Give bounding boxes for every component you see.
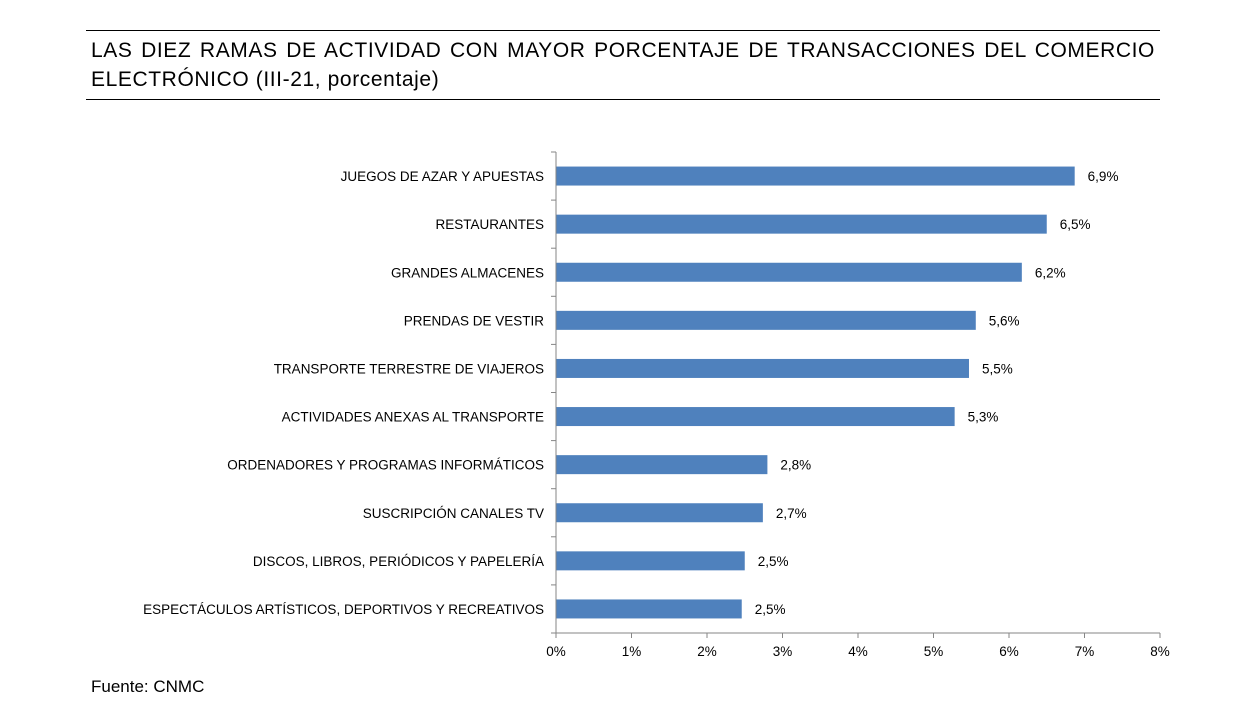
data-label: 5,3% — [968, 410, 999, 425]
bar — [556, 262, 1022, 282]
data-label: 2,8% — [780, 458, 811, 473]
bar — [556, 599, 742, 619]
x-tick-label: 2% — [697, 644, 717, 659]
source-note: Fuente: CNMC — [91, 677, 205, 696]
category-label: RESTAURANTES — [435, 217, 544, 232]
data-label: 5,6% — [989, 313, 1020, 328]
bar — [556, 358, 969, 378]
chart-title-block: LAS DIEZ RAMAS DE ACTIVIDAD CON MAYOR PO… — [86, 30, 1160, 100]
data-label: 6,5% — [1060, 217, 1091, 232]
category-label: TRANSPORTE TERRESTRE DE VIAJEROS — [274, 361, 544, 376]
category-label: ORDENADORES Y PROGRAMAS INFORMÁTICOS — [227, 458, 544, 473]
x-tick-label: 5% — [924, 644, 944, 659]
x-tick-label: 3% — [773, 644, 793, 659]
category-label: SUSCRIPCIÓN CANALES TV — [363, 506, 544, 521]
data-label: 2,7% — [776, 506, 807, 521]
bar — [556, 214, 1047, 234]
category-label: ESPECTÁCULOS ARTÍSTICOS, DEPORTIVOS Y RE… — [143, 602, 544, 617]
bar — [556, 455, 768, 475]
category-label: ACTIVIDADES ANEXAS AL TRANSPORTE — [282, 410, 544, 425]
x-tick-label: 0% — [546, 644, 566, 659]
data-label: 6,2% — [1035, 265, 1066, 280]
bar — [556, 166, 1075, 186]
category-label: GRANDES ALMACENES — [391, 265, 544, 280]
data-label: 5,5% — [982, 361, 1013, 376]
x-tick-label: 7% — [1075, 644, 1095, 659]
x-tick-label: 6% — [999, 644, 1019, 659]
bar — [556, 407, 955, 427]
x-tick-label: 1% — [622, 644, 642, 659]
data-label: 6,9% — [1088, 169, 1119, 184]
bar — [556, 310, 976, 330]
x-tick-label: 8% — [1150, 644, 1170, 659]
x-tick-label: 4% — [848, 644, 868, 659]
category-label: PRENDAS DE VESTIR — [404, 313, 545, 328]
chart-title: LAS DIEZ RAMAS DE ACTIVIDAD CON MAYOR PO… — [91, 39, 1155, 91]
bar — [556, 503, 763, 523]
data-label: 2,5% — [758, 554, 789, 569]
category-label: DISCOS, LIBROS, PERIÓDICOS Y PAPELERÍA — [253, 554, 544, 569]
category-label: JUEGOS DE AZAR Y APUESTAS — [341, 169, 544, 184]
bar — [556, 551, 745, 571]
data-label: 2,5% — [755, 602, 786, 617]
